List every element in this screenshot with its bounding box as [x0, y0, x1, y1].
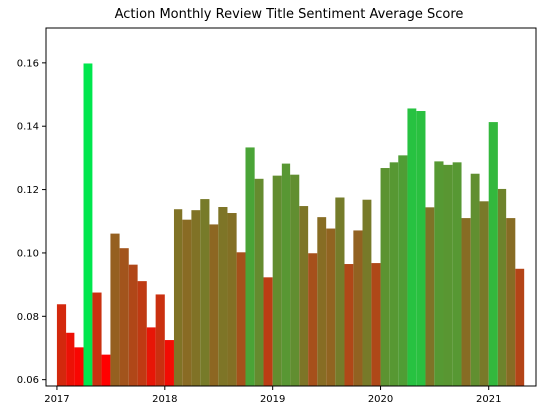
chart-title: Action Monthly Review Title Sentiment Av…: [115, 7, 464, 22]
bar-2018-03: [182, 219, 192, 386]
bar-2020-09: [452, 162, 462, 386]
bar-2019-12: [371, 263, 381, 386]
bar-2017-12: [155, 294, 165, 386]
bar-2020-11: [470, 173, 480, 386]
bar-2019-01: [272, 175, 282, 386]
bar-2018-10: [245, 147, 255, 386]
bar-2017-05: [92, 292, 102, 386]
bar-2019-10: [353, 230, 363, 386]
bar-2020-04: [407, 108, 417, 386]
bar-2019-06: [317, 217, 327, 386]
bar-2019-03: [290, 174, 300, 386]
bar-2017-10: [137, 281, 147, 386]
bar-2018-02: [173, 209, 183, 386]
bar-2017-07: [110, 233, 120, 386]
bar-2017-02: [66, 332, 75, 386]
bar-2020-07: [434, 161, 444, 386]
bar-2018-11: [254, 178, 264, 386]
bar-2020-06: [425, 207, 435, 386]
bar-2017-03: [74, 347, 84, 386]
bar-2019-11: [362, 199, 372, 386]
bar-2019-09: [344, 264, 354, 386]
x-tick-label: 2019: [260, 394, 285, 405]
bar-2020-05: [416, 111, 426, 386]
bar-2019-04: [299, 206, 309, 386]
bar-2018-07: [218, 207, 228, 386]
bar-2020-12: [479, 201, 489, 386]
bar-2017-11: [146, 327, 156, 386]
bar-2019-07: [326, 228, 336, 386]
bar-2019-02: [281, 163, 291, 386]
bar-2021-03: [506, 218, 516, 386]
x-tick-label: 2021: [476, 394, 501, 405]
x-tick-label: 2018: [152, 394, 177, 405]
bar-2018-06: [209, 224, 219, 386]
bar-2018-12: [263, 277, 273, 386]
bar-2017-09: [128, 264, 138, 386]
bar-2017-06: [101, 354, 111, 386]
bar-2021-01: [488, 122, 498, 386]
bars-group: [56, 63, 525, 386]
y-tick-label: 0.16: [17, 58, 39, 69]
bar-2018-01: [164, 340, 174, 386]
y-tick-label: 0.06: [17, 375, 39, 386]
y-tick-label: 0.14: [17, 122, 39, 133]
bar-2020-03: [398, 155, 408, 386]
x-axis: 2017 2018 2019 2020 2021: [44, 386, 501, 405]
x-tick-label: 2020: [368, 394, 393, 405]
y-tick-label: 0.10: [17, 248, 39, 259]
bar-2020-01: [380, 168, 390, 386]
bar-2019-08: [335, 197, 345, 386]
x-tick-label: 2017: [44, 394, 69, 405]
bar-2020-08: [443, 164, 453, 386]
y-axis: 0.06 0.08 0.10 0.12 0.14 0.16: [17, 58, 46, 386]
y-tick-label: 0.08: [17, 312, 39, 323]
bar-2020-10: [461, 218, 471, 386]
bar-2019-05: [308, 253, 318, 386]
plot-frame: [45, 27, 537, 387]
bar-2018-05: [200, 199, 210, 386]
bar-2017-08: [119, 248, 129, 386]
y-tick-label: 0.12: [17, 185, 39, 196]
bar-2021-04: [515, 268, 525, 386]
bar-2021-02: [497, 188, 507, 386]
bar-2017-01: [56, 304, 67, 386]
bar-2017-04: [83, 63, 93, 386]
bar-2018-08: [227, 213, 237, 386]
bar-2018-04: [191, 210, 201, 386]
bar-2020-02: [389, 162, 399, 386]
bar-2018-09: [236, 252, 246, 386]
